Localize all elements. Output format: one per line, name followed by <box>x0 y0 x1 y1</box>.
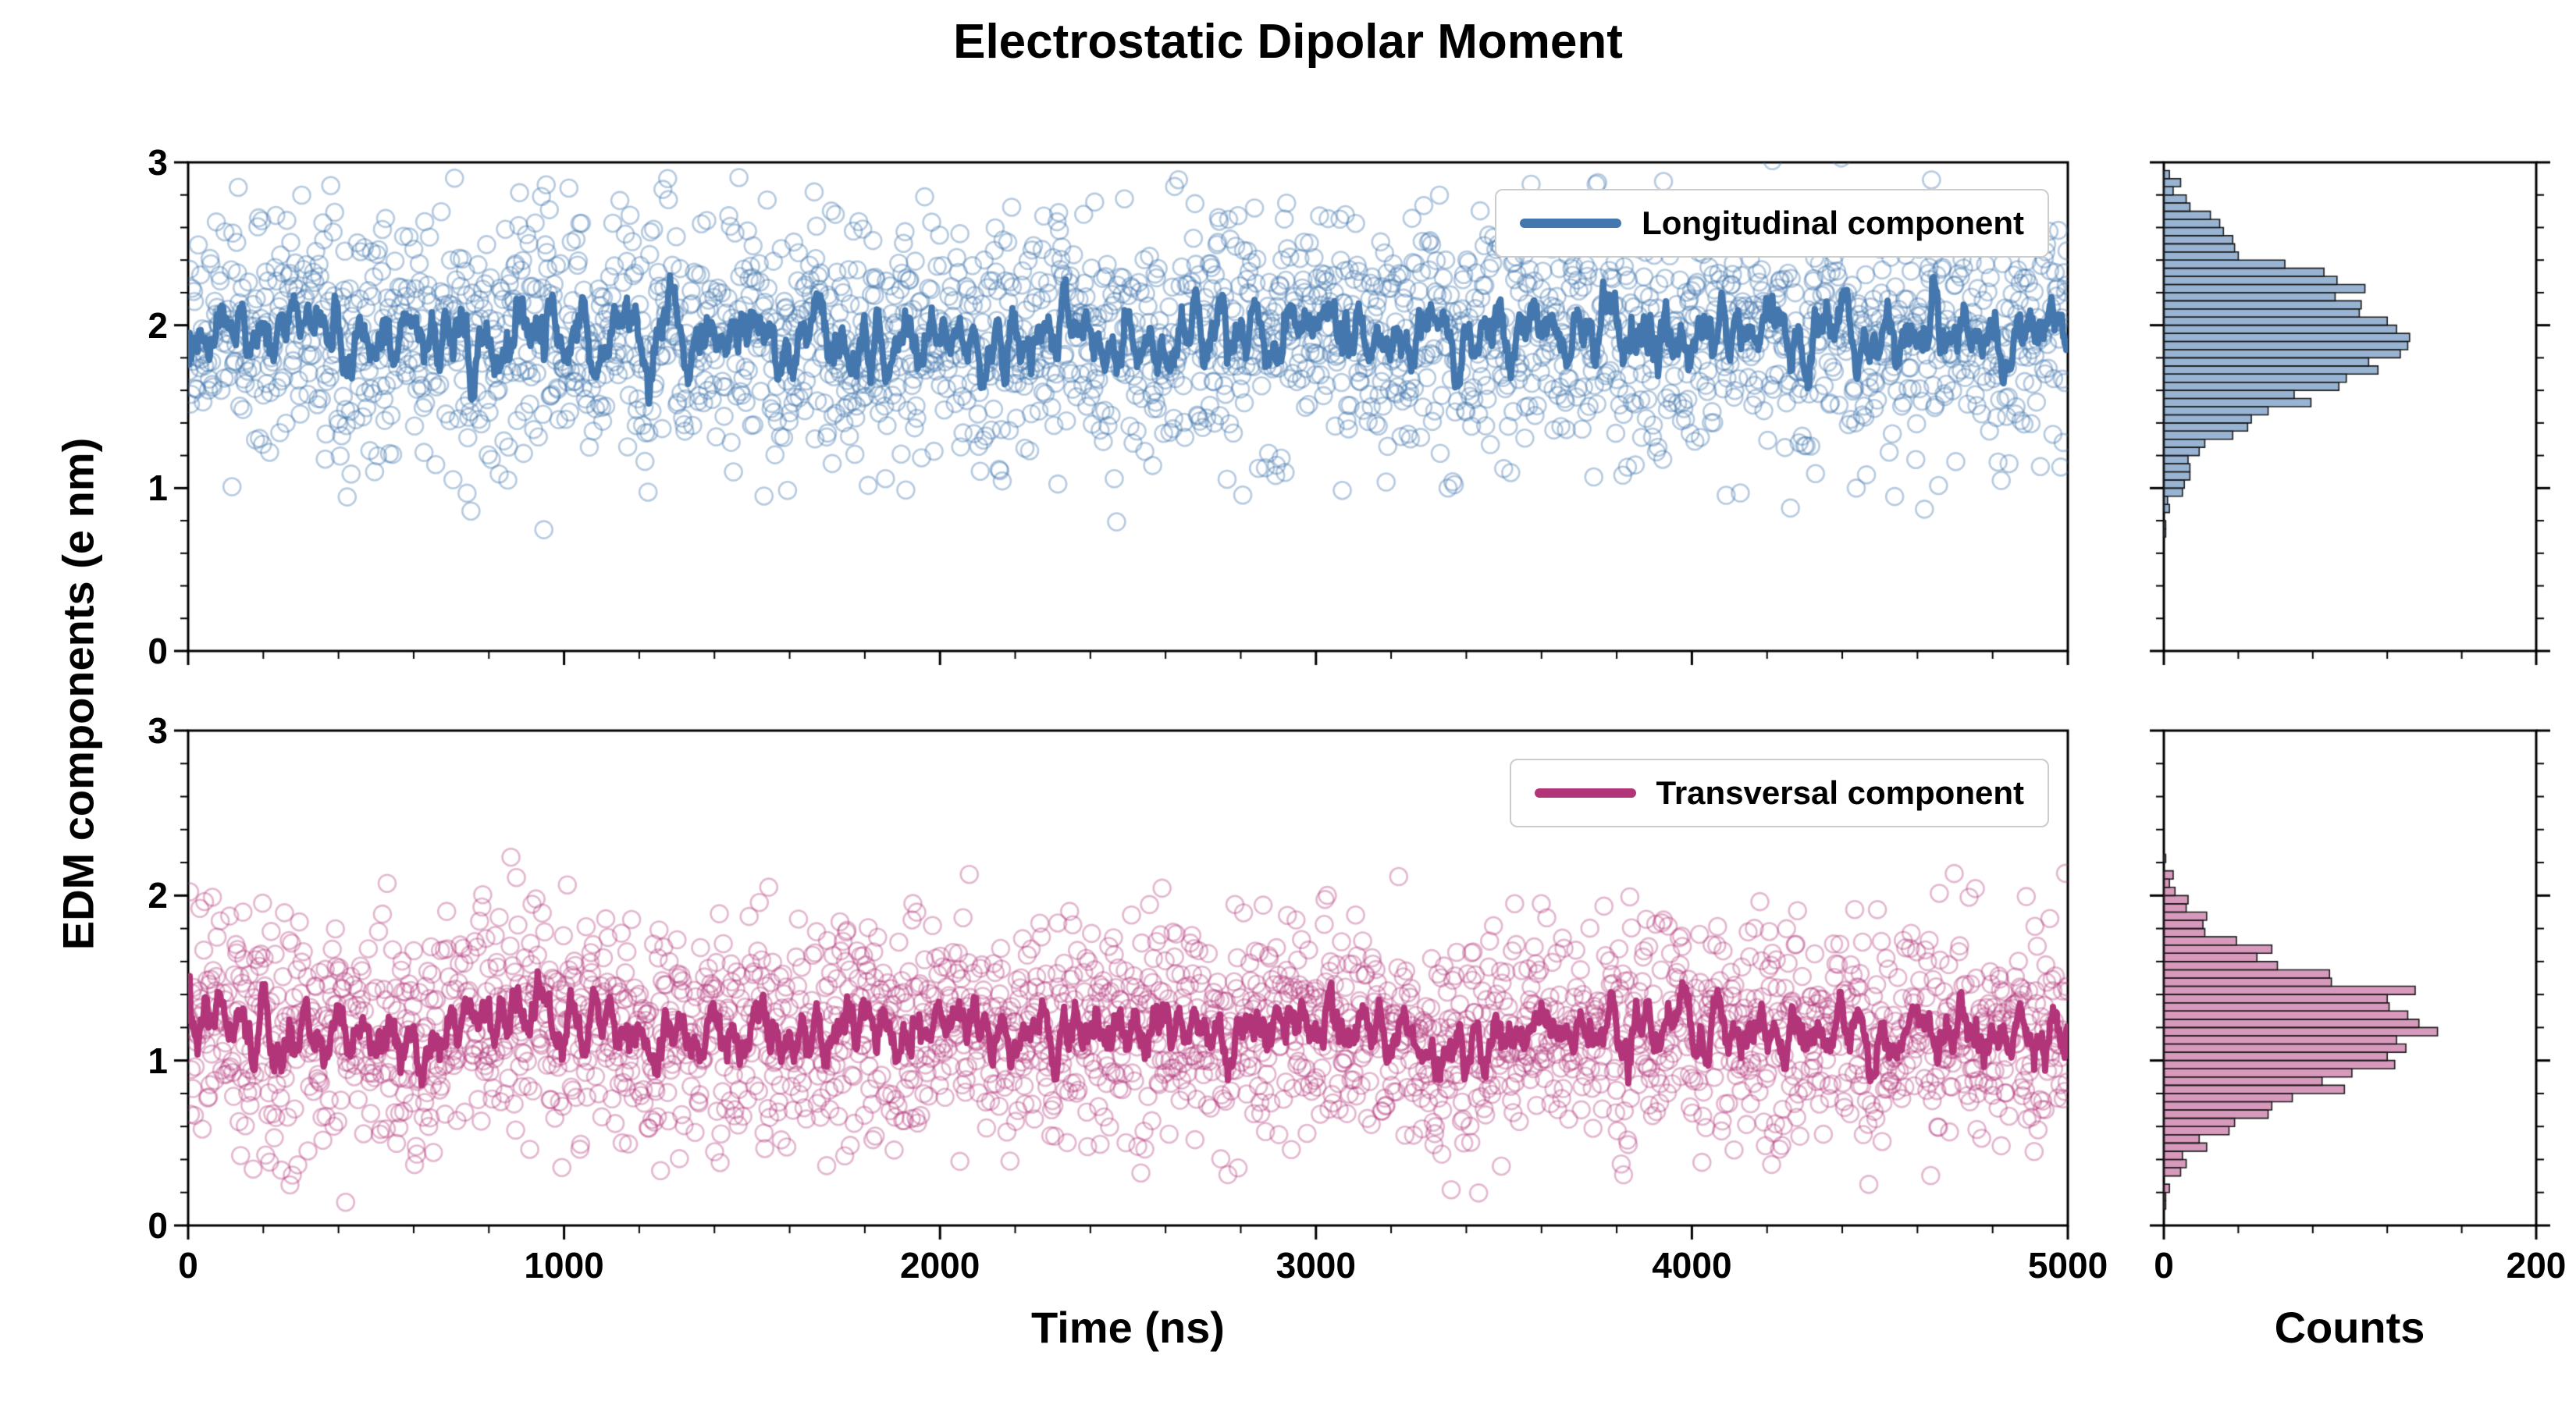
chart-title: Electrostatic Dipolar Moment <box>953 15 1623 69</box>
time-tick-label: 3000 <box>1276 1245 1356 1286</box>
edm-tick-label: 0 <box>148 1205 168 1246</box>
edm-tick-label: 3 <box>148 142 168 183</box>
edm-tick-label: 1 <box>148 468 168 509</box>
counts-tick-label: 0 <box>2154 1245 2174 1286</box>
time-tick-label: 1000 <box>524 1245 604 1286</box>
legend-longitudinal: Longitudinal component <box>1495 189 2049 258</box>
time-tick-label: 0 <box>178 1245 198 1286</box>
legend-transversal: Transversal component <box>1509 759 2049 827</box>
time-tick-label: 4000 <box>1652 1245 1732 1286</box>
edm-tick-label: 0 <box>148 631 168 671</box>
legend-label-transversal: Transversal component <box>1656 774 2025 811</box>
legend-label-longitudinal: Longitudinal component <box>1642 205 2024 241</box>
time-tick-label: 2000 <box>900 1245 980 1286</box>
counts-axis-label: Counts <box>2274 1303 2425 1352</box>
legend-line-swatch-longitudinal <box>1520 219 1622 228</box>
x-axis-label: Time (ns) <box>1031 1303 1225 1352</box>
y-axis-label: EDM components (e nm) <box>53 437 103 951</box>
time-tick-label: 5000 <box>2027 1245 2108 1286</box>
edm-tick-label: 3 <box>148 710 168 751</box>
counts-tick-label: 200 <box>2506 1245 2567 1286</box>
edm-tick-label: 2 <box>148 304 168 346</box>
edm-tick-label: 1 <box>148 1040 168 1081</box>
legend-line-swatch-transversal <box>1534 788 1636 798</box>
edm-tick-label: 2 <box>148 875 168 916</box>
